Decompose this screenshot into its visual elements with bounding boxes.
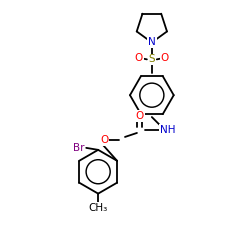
Text: O: O	[161, 53, 169, 63]
Text: N: N	[148, 38, 156, 48]
Text: S: S	[148, 54, 155, 64]
Text: O: O	[136, 111, 144, 121]
Text: O: O	[100, 135, 108, 145]
Text: O: O	[135, 53, 143, 63]
Text: NH: NH	[160, 125, 176, 135]
Text: CH₃: CH₃	[88, 202, 108, 212]
Text: Br: Br	[72, 143, 84, 153]
